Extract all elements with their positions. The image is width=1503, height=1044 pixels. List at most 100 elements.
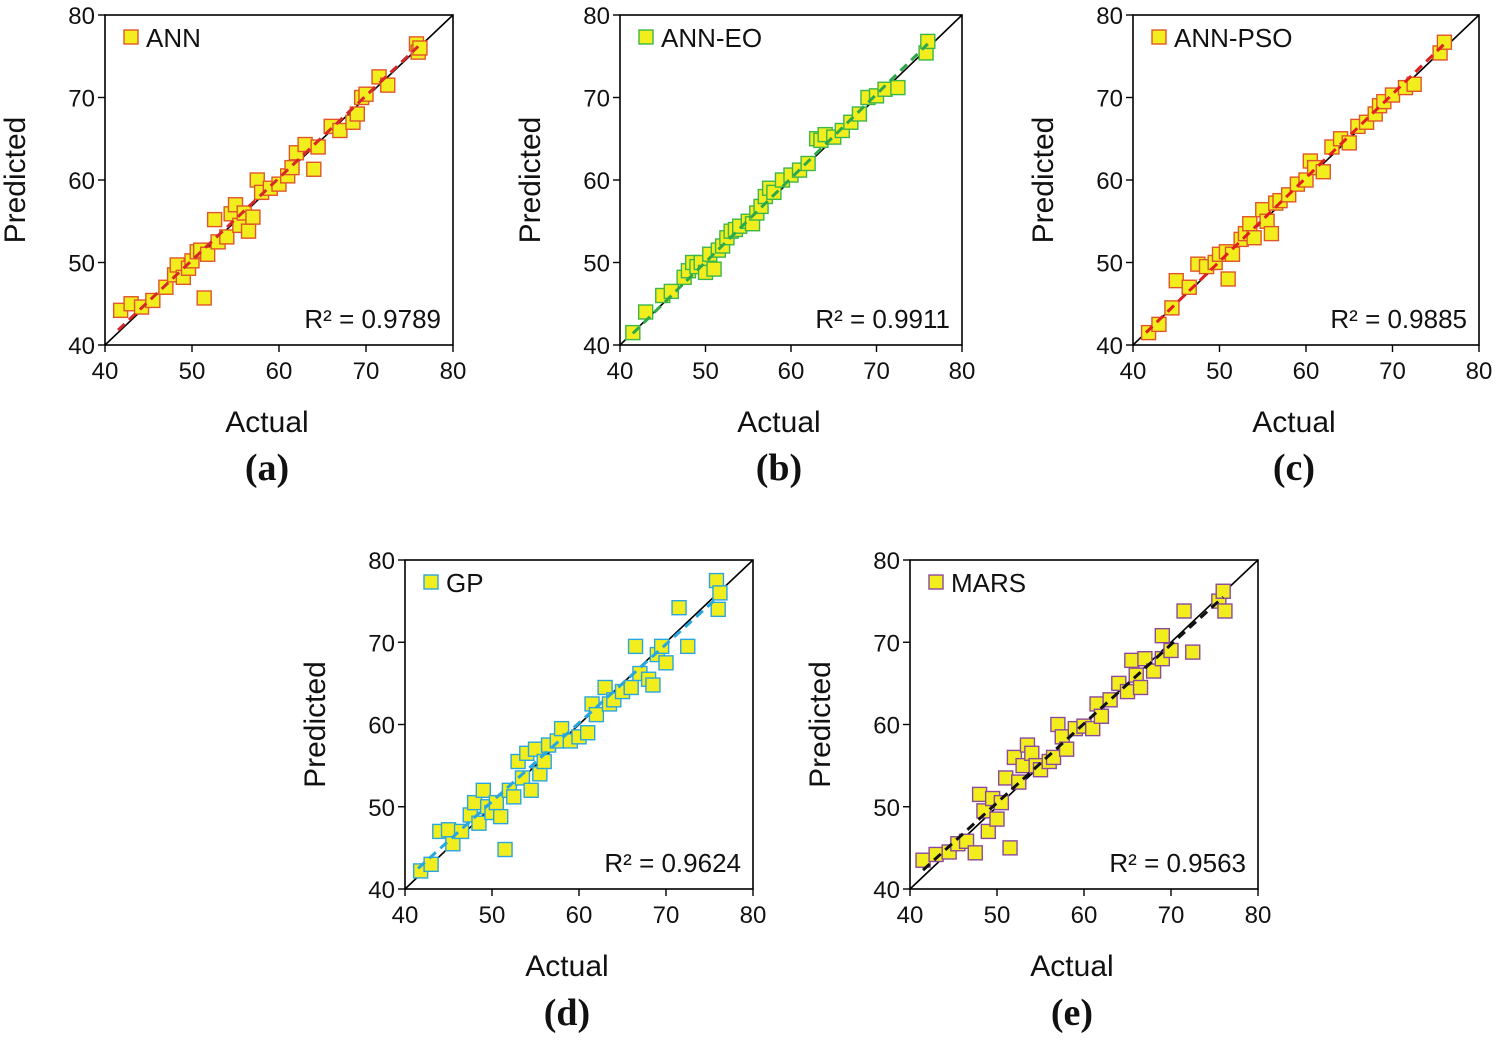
data-point <box>1093 708 1110 724</box>
x-tick-label: 60 <box>266 358 293 385</box>
data-point <box>1145 663 1162 679</box>
data-point <box>553 720 570 737</box>
data-point <box>976 803 992 819</box>
chart-panel-c: 40 50 60 70 80 40 50 60 70 80 Actual Predicted ANN-P… <box>1027 3 1492 489</box>
data-point <box>998 770 1014 786</box>
data-point <box>680 638 696 655</box>
x-tick-label: 50 <box>692 358 719 385</box>
data-point <box>158 279 174 295</box>
data-point <box>1124 652 1140 669</box>
data-point <box>967 845 983 861</box>
r-squared-label: R² = 0.9563 <box>1109 848 1246 878</box>
data-point <box>920 33 936 50</box>
data-point <box>1132 679 1149 696</box>
data-point <box>1185 644 1201 660</box>
data-point <box>1181 279 1197 295</box>
data-point <box>958 833 975 849</box>
points-group <box>625 33 936 341</box>
r-squared-label: R² = 0.9789 <box>304 304 441 334</box>
data-point <box>1341 135 1357 151</box>
y-tick-label: 80 <box>1096 3 1123 30</box>
data-point <box>475 782 491 798</box>
x-tick-label: 70 <box>653 902 680 929</box>
panel-label: (c) <box>1273 447 1315 489</box>
y-tick-label: 60 <box>583 168 610 195</box>
data-point <box>800 155 816 172</box>
data-point <box>240 223 257 239</box>
y-tick-label: 70 <box>583 86 610 113</box>
data-point <box>1215 583 1231 599</box>
data-point <box>1084 720 1101 737</box>
data-point <box>971 786 988 803</box>
y-tick-label: 50 <box>368 795 395 822</box>
x-tick-label: 60 <box>1071 902 1098 929</box>
y-tick-label: 70 <box>873 630 900 657</box>
x-axis-title: Actual <box>225 406 308 439</box>
panel-label: (b) <box>756 447 802 489</box>
chart-panel-a: 40 50 60 70 80 40 50 60 70 80 Actual Predicted ANN R²… <box>0 3 466 489</box>
x-tick-label: 40 <box>392 902 419 929</box>
data-point <box>1137 651 1153 667</box>
x-axis-title: Actual <box>525 950 608 983</box>
x-tick-label: 80 <box>949 358 976 385</box>
points-group <box>915 583 1233 868</box>
x-tick-label: 70 <box>1158 902 1185 929</box>
legend-label: ANN-PSO <box>1174 23 1292 53</box>
data-point <box>645 677 661 693</box>
x-tick-label: 80 <box>740 902 767 929</box>
data-point <box>580 725 596 741</box>
x-tick-label: 40 <box>607 358 634 385</box>
x-tick-label: 50 <box>984 902 1011 929</box>
x-axis-title: Actual <box>1030 950 1113 983</box>
y-tick-label: 80 <box>68 3 95 30</box>
data-point <box>514 770 531 786</box>
data-point <box>1220 271 1236 287</box>
data-point <box>671 600 687 616</box>
y-tick-label: 50 <box>1096 251 1123 278</box>
legend-marker <box>928 574 944 590</box>
legend-label: ANN-EO <box>661 23 762 53</box>
legend-label: GP <box>446 568 484 598</box>
x-tick-label: 80 <box>440 358 467 385</box>
data-point <box>423 856 439 873</box>
data-point <box>993 794 1010 811</box>
y-tick-label: 50 <box>68 251 95 278</box>
x-tick-label: 50 <box>479 902 506 929</box>
chart-panel-e: 40 50 60 70 80 40 50 60 70 80 Actual Predicted MARS R… <box>804 548 1271 1034</box>
y-axis-title: Predicted <box>514 117 547 244</box>
y-axis-title: Predicted <box>299 661 332 788</box>
x-tick-label: 80 <box>1245 902 1272 929</box>
data-point <box>851 106 868 122</box>
x-tick-label: 40 <box>1120 358 1147 385</box>
fit-line <box>922 595 1225 872</box>
data-point <box>523 782 539 798</box>
data-point <box>493 808 509 825</box>
fit-line <box>117 45 420 332</box>
x-tick-label: 70 <box>863 358 890 385</box>
r-squared-label: R² = 0.9911 <box>815 304 950 334</box>
data-point <box>1406 76 1422 93</box>
data-point <box>658 655 674 671</box>
legend-label: ANN <box>146 23 201 53</box>
data-point <box>627 638 644 655</box>
data-point <box>1154 627 1171 644</box>
y-tick-label: 80 <box>368 548 395 575</box>
data-point <box>653 638 670 655</box>
y-tick-label: 60 <box>873 713 900 740</box>
y-tick-label: 60 <box>1096 168 1123 195</box>
chart-panel-b: 40 50 60 70 80 40 50 60 70 80 Actual Predicted ANN-E… <box>514 3 975 489</box>
data-point <box>1176 603 1192 619</box>
legend-marker <box>123 29 139 45</box>
y-axis-title: Predicted <box>1027 117 1060 244</box>
x-tick-label: 40 <box>897 902 924 929</box>
y-tick-label: 60 <box>368 713 395 740</box>
r-squared-label: R² = 0.9624 <box>604 848 741 878</box>
fit-line <box>631 42 929 335</box>
x-tick-label: 70 <box>353 358 380 385</box>
legend-marker <box>423 574 439 590</box>
data-point <box>206 211 223 228</box>
data-point <box>196 290 212 306</box>
data-point <box>597 679 613 696</box>
x-tick-label: 60 <box>566 902 593 929</box>
data-point <box>332 122 348 139</box>
